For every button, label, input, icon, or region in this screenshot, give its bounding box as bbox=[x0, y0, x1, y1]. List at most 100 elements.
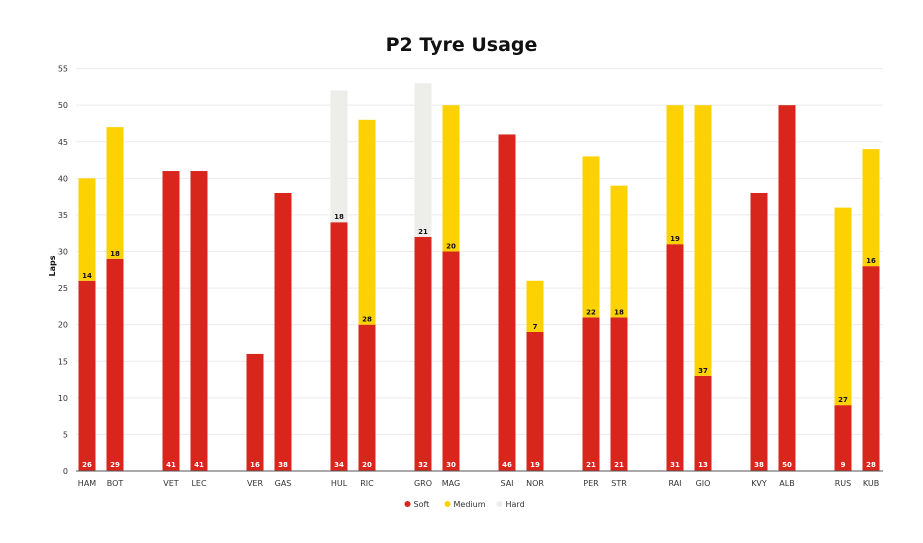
bar-soft-gio bbox=[694, 375, 712, 471]
x-tick-label: GAS bbox=[275, 479, 292, 488]
bar-medium-gio bbox=[694, 105, 712, 376]
y-tick-label: 20 bbox=[58, 321, 68, 330]
legend-label-soft: Soft bbox=[414, 500, 430, 509]
bar-soft-ham bbox=[78, 280, 96, 471]
x-tick-label: KVY bbox=[751, 479, 767, 488]
y-tick-label: 25 bbox=[58, 284, 68, 293]
bar-medium-str bbox=[610, 185, 628, 318]
bar-hard-gro bbox=[414, 83, 432, 237]
bars: 26 14 29 18 41 41 16 38 34 18 20 28 32 21 30 20 46 19 7 21 2… bbox=[78, 83, 880, 471]
bar-soft-sai bbox=[498, 134, 516, 471]
data-label-medium-mag: 20 bbox=[446, 243, 456, 251]
bar-medium-nor bbox=[526, 280, 544, 332]
y-tick-label: 10 bbox=[58, 394, 68, 403]
data-label-medium-rai: 19 bbox=[670, 235, 680, 243]
x-tick-label: HAM bbox=[78, 479, 96, 488]
x-tick-label: KUB bbox=[863, 479, 879, 488]
bar-soft-per bbox=[582, 317, 600, 471]
legend-swatch-soft bbox=[404, 501, 411, 507]
data-label-soft-lec: 41 bbox=[194, 461, 204, 469]
data-label-medium-kub: 16 bbox=[866, 257, 876, 265]
y-tick-label: 35 bbox=[58, 211, 68, 220]
data-label-medium-gio: 37 bbox=[698, 367, 708, 375]
chart-title: P2 Tyre Usage bbox=[385, 34, 538, 56]
bar-medium-ham bbox=[78, 178, 96, 281]
x-tick-label: LEC bbox=[191, 479, 207, 488]
x-axis-labels: HAM BOT VET LEC VER GAS HUL RIC GRO MAG SAI NOR PER S… bbox=[78, 479, 879, 488]
bar-medium-ric bbox=[358, 119, 376, 325]
legend-label-hard: Hard bbox=[506, 500, 525, 509]
data-label-medium-ham: 14 bbox=[82, 272, 92, 280]
data-label-soft-gas: 38 bbox=[278, 461, 288, 469]
y-tick-label: 50 bbox=[58, 101, 68, 110]
legend-label-medium: Medium bbox=[454, 500, 486, 509]
y-axis-title: Laps bbox=[48, 255, 57, 276]
y-tick-label: 0 bbox=[63, 467, 68, 476]
bar-soft-gas bbox=[274, 192, 292, 471]
data-label-soft-rus: 9 bbox=[841, 461, 846, 469]
data-label-soft-str: 21 bbox=[614, 461, 624, 469]
data-label-soft-nor: 19 bbox=[530, 461, 540, 469]
data-label-soft-hul: 34 bbox=[334, 461, 344, 469]
bar-medium-rus bbox=[834, 207, 852, 406]
x-tick-label: VET bbox=[163, 479, 179, 488]
data-label-hard-gro: 21 bbox=[418, 228, 428, 236]
data-label-medium-rus: 27 bbox=[838, 396, 848, 404]
data-label-medium-nor: 7 bbox=[533, 323, 538, 331]
data-label-soft-mag: 30 bbox=[446, 461, 456, 469]
data-label-soft-bot: 29 bbox=[110, 461, 120, 469]
bar-soft-hul bbox=[330, 222, 348, 471]
x-tick-label: BOT bbox=[107, 479, 124, 488]
data-label-soft-ric: 20 bbox=[362, 461, 372, 469]
bar-soft-ric bbox=[358, 324, 376, 471]
data-label-medium-per: 22 bbox=[586, 308, 596, 316]
data-label-medium-bot: 18 bbox=[110, 250, 120, 258]
x-tick-label: VER bbox=[247, 479, 264, 488]
y-tick-label: 5 bbox=[63, 430, 68, 439]
bar-soft-nor bbox=[526, 331, 544, 471]
data-label-medium-str: 18 bbox=[614, 308, 624, 316]
data-label-soft-vet: 41 bbox=[166, 461, 176, 469]
legend-swatch-hard bbox=[496, 501, 503, 507]
x-tick-label: GRO bbox=[414, 479, 432, 488]
x-tick-label: NOR bbox=[526, 479, 544, 488]
bar-soft-rus bbox=[834, 405, 852, 471]
x-tick-label: GIO bbox=[696, 479, 711, 488]
data-label-soft-gro: 32 bbox=[418, 461, 428, 469]
bar-hard-hul bbox=[330, 90, 348, 223]
bar-soft-kvy bbox=[750, 192, 768, 471]
data-label-soft-kvy: 38 bbox=[754, 461, 764, 469]
bar-soft-str bbox=[610, 317, 628, 471]
data-label-soft-rai: 31 bbox=[670, 461, 680, 469]
data-label-medium-ric: 28 bbox=[362, 316, 372, 324]
bar-soft-kub bbox=[862, 266, 880, 471]
legend: Soft Medium Hard bbox=[404, 500, 525, 509]
data-label-soft-per: 21 bbox=[586, 461, 596, 469]
bar-medium-per bbox=[582, 156, 600, 318]
x-tick-label: ALB bbox=[779, 479, 794, 488]
bar-medium-bot bbox=[106, 127, 124, 259]
bar-soft-bot bbox=[106, 258, 124, 471]
y-axis-ticks: 0 5 10 15 20 25 30 35 40 45 50 55 bbox=[58, 65, 68, 476]
data-label-soft-alb: 50 bbox=[782, 461, 792, 469]
legend-swatch-medium bbox=[444, 501, 451, 507]
x-tick-label: SAI bbox=[500, 479, 513, 488]
bar-soft-ver bbox=[246, 353, 264, 471]
y-tick-label: 55 bbox=[58, 65, 68, 74]
bar-medium-rai bbox=[666, 105, 684, 245]
x-tick-label: MAG bbox=[442, 479, 460, 488]
y-tick-label: 40 bbox=[58, 174, 68, 183]
bar-soft-lec bbox=[190, 171, 208, 471]
data-label-soft-sai: 46 bbox=[502, 461, 512, 469]
y-tick-label: 15 bbox=[58, 357, 68, 366]
bar-soft-vet bbox=[162, 171, 180, 471]
data-label-soft-gio: 13 bbox=[698, 461, 708, 469]
bar-medium-mag bbox=[442, 105, 460, 252]
x-tick-label: PER bbox=[583, 479, 599, 488]
bar-soft-alb bbox=[778, 105, 796, 471]
bar-soft-rai bbox=[666, 244, 684, 471]
data-label-soft-kub: 28 bbox=[866, 461, 876, 469]
data-label-soft-ham: 26 bbox=[82, 461, 92, 469]
x-tick-label: HUL bbox=[331, 479, 348, 488]
